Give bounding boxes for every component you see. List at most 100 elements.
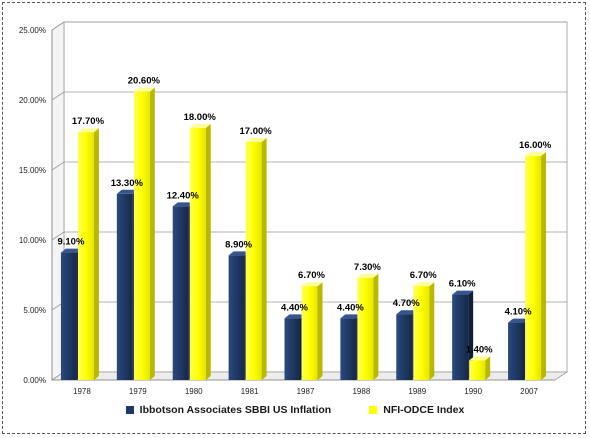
bar-front-inflation — [228, 255, 245, 380]
gridline — [51, 231, 567, 241]
x-tick-label: 1980 — [185, 387, 203, 396]
bar-top-nfi-odce — [301, 282, 323, 287]
bar-front-nfi-odce — [133, 91, 150, 380]
bar-front-nfi-odce — [357, 277, 374, 380]
legend-item-nfi-odce: NFI-ODCE Index — [369, 404, 464, 416]
bar-front-nfi-odce — [245, 142, 262, 380]
bar-front-inflation — [340, 318, 357, 380]
data-label-nfi-odce: 18.00% — [184, 112, 217, 123]
data-label-nfi-odce: 20.60% — [128, 76, 161, 87]
bar-front-nfi-odce — [469, 360, 486, 380]
x-tick-label: 1990 — [464, 387, 482, 396]
bar-top-inflation — [396, 310, 418, 315]
bar-top-inflation — [508, 318, 530, 323]
y-tick-label: 20.00% — [19, 96, 46, 105]
bar-side-nfi-odce — [485, 356, 491, 380]
data-labels: 9.10% 17.70% 13.30% 20.60% 12.40% 18.00% 8.90%… — [57, 76, 551, 356]
x-tick-label: 1987 — [297, 387, 315, 396]
bar-side-nfi-odce — [317, 282, 323, 380]
gridline — [51, 91, 567, 101]
bar-top-nfi-odce — [413, 282, 435, 287]
legend-label-inflation: Ibbotson Associates SBBI US Inflation — [139, 404, 332, 416]
bar-top-inflation — [116, 189, 138, 194]
data-label-nfi-odce: 17.00% — [239, 126, 272, 137]
data-label-inflation: 9.10% — [57, 237, 84, 248]
bar-nfi-odce — [189, 124, 211, 380]
bar-series — [60, 87, 547, 380]
bar-front-inflation — [116, 193, 133, 380]
bar-side-nfi-odce — [205, 124, 211, 380]
bar-top-inflation — [60, 248, 82, 253]
x-axis: 1978 1979 1980 1981 1987 1988 1989 1990 2007 — [73, 387, 538, 396]
bar-nfi-odce — [469, 356, 491, 380]
data-label-inflation: 6.10% — [449, 279, 476, 290]
bar-side-inflation — [468, 290, 474, 380]
data-label-nfi-odce: 7.30% — [354, 262, 381, 273]
x-tick-label: 1978 — [73, 387, 91, 396]
bar-top-nfi-odce — [189, 124, 211, 128]
legend: Ibbotson Associates SBBI US Inflation NF… — [0, 404, 590, 416]
bar-side-nfi-odce — [261, 138, 267, 380]
legend-swatch-nfi-odce — [369, 406, 378, 414]
data-label-inflation: 4.10% — [505, 307, 532, 318]
bar-front-inflation — [284, 318, 301, 380]
data-label-nfi-odce: 1.40% — [466, 344, 493, 355]
data-label-nfi-odce: 6.70% — [410, 270, 437, 281]
x-tick-label: 1988 — [352, 387, 370, 396]
bar-side-nfi-odce — [149, 87, 155, 380]
chart-frame — [2, 2, 586, 434]
bar-top-nfi-odce — [525, 152, 547, 156]
bar-side-nfi-odce — [93, 128, 99, 380]
bar-front-nfi-odce — [525, 156, 542, 380]
bar-nfi-odce — [357, 273, 379, 380]
x-tick-label: 1989 — [408, 387, 426, 396]
data-label-inflation: 13.30% — [111, 178, 144, 189]
gridline — [51, 161, 567, 171]
y-tick-label: 0.00% — [23, 376, 46, 385]
y-tick-label: 25.00% — [19, 26, 46, 35]
bar-front-nfi-odce — [77, 132, 94, 380]
bar-nfi-odce — [245, 138, 267, 380]
x-tick-label: 1979 — [129, 387, 147, 396]
bar-top-inflation — [284, 314, 306, 319]
bar-inflation — [452, 290, 474, 380]
bar-side-nfi-odce — [541, 152, 547, 380]
bar-side-nfi-odce — [373, 273, 379, 380]
x-tick-label: 2007 — [520, 387, 538, 396]
bar-side-nfi-odce — [429, 282, 435, 380]
bar-front-nfi-odce — [189, 128, 206, 380]
legend-item-inflation: Ibbotson Associates SBBI US Inflation — [125, 404, 332, 416]
data-label-nfi-odce: 6.70% — [298, 270, 325, 281]
bar-top-inflation — [228, 251, 250, 256]
bar-front-inflation — [508, 322, 525, 380]
bar-nfi-odce — [301, 282, 323, 380]
bar-nfi-odce — [133, 87, 155, 380]
y-tick-label: 15.00% — [19, 166, 46, 175]
x-tick-label: 1981 — [241, 387, 259, 396]
data-label-inflation: 4.70% — [393, 298, 420, 309]
data-label-nfi-odce: 17.70% — [72, 116, 105, 127]
bar-front-nfi-odce — [301, 286, 318, 380]
y-axis: 0.00% 5.00% 10.00% 15.00% 20.00% 25.00% — [19, 21, 567, 385]
bar-front-inflation — [172, 206, 189, 380]
bar-top-inflation — [452, 290, 474, 295]
bar-top-nfi-odce — [469, 356, 491, 361]
bar-front-nfi-odce — [413, 286, 430, 380]
bar-top-inflation — [340, 314, 362, 319]
bar-nfi-odce — [77, 128, 99, 380]
data-label-inflation: 4.40% — [281, 302, 308, 313]
y-tick-label: 10.00% — [19, 236, 46, 245]
data-label-inflation: 12.40% — [167, 190, 200, 201]
bar-top-nfi-odce — [245, 138, 267, 142]
bar-front-inflation — [60, 252, 77, 380]
bar-top-nfi-odce — [77, 128, 99, 133]
bar-front-inflation — [452, 294, 469, 380]
gridline — [51, 21, 567, 31]
y-tick-label: 5.00% — [23, 306, 46, 315]
bar-top-nfi-odce — [357, 273, 379, 278]
bar-front-inflation — [396, 314, 413, 380]
data-label-inflation: 4.40% — [337, 302, 364, 313]
bar-nfi-odce — [413, 282, 435, 380]
data-label-inflation: 8.90% — [225, 239, 252, 250]
